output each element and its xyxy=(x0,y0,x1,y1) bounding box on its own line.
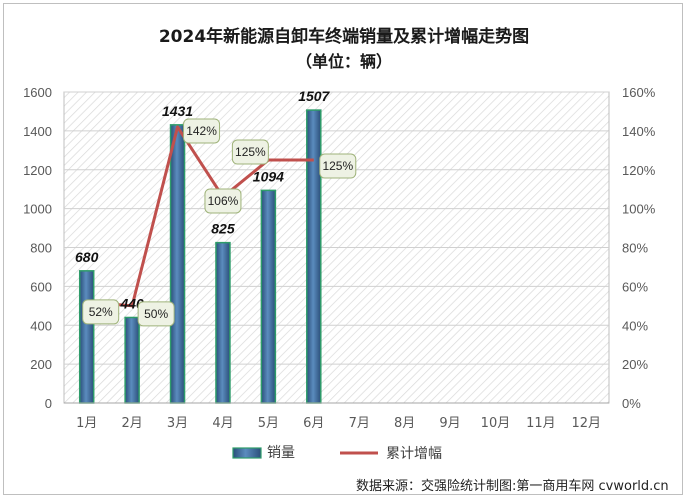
x-tick-label: 9月 xyxy=(439,416,460,431)
y-left-tick-label: 1400 xyxy=(23,124,52,139)
line-value-label: 142% xyxy=(186,124,217,138)
bar xyxy=(169,124,186,404)
legend-label-line: 累计增幅 xyxy=(386,446,442,462)
x-tick-label: 10月 xyxy=(481,416,511,431)
line-value-label: 106% xyxy=(208,194,239,208)
x-tick-label: 5月 xyxy=(258,416,279,431)
y-right-tick-label: 0% xyxy=(622,396,641,411)
legend-label-bars: 销量 xyxy=(267,445,295,461)
line-label-box xyxy=(231,139,269,165)
y-left-tick-label: 600 xyxy=(30,279,52,294)
y-left-tick-label: 800 xyxy=(30,241,52,256)
x-tick-label: 12月 xyxy=(572,416,602,431)
bar-value-label: 1094 xyxy=(253,168,284,184)
x-tick-label: 3月 xyxy=(167,416,188,431)
line-label-box xyxy=(137,301,175,327)
bar xyxy=(306,109,322,404)
y-right-tick-label: 100% xyxy=(622,202,656,217)
y-right-tick-label: 80% xyxy=(622,241,648,256)
y-right-tick-label: 160% xyxy=(622,85,656,100)
y-left-tick-label: 200 xyxy=(30,357,52,372)
bar xyxy=(78,270,95,404)
y-right-tick-label: 40% xyxy=(622,318,648,333)
y-left-tick-label: 400 xyxy=(30,318,52,333)
line-label-box xyxy=(82,299,120,325)
bar-value-label: 1507 xyxy=(298,88,330,104)
series-line xyxy=(86,125,314,308)
y-right-tick-label: 120% xyxy=(622,163,656,178)
line-value-label: 52% xyxy=(89,305,113,319)
bar-value-label: 825 xyxy=(211,221,235,237)
bar-value-label: 1431 xyxy=(162,103,193,119)
x-tick-label: 1月 xyxy=(76,416,97,431)
y-left-tick-label: 1600 xyxy=(23,85,52,100)
y-right-tick-label: 20% xyxy=(622,357,648,372)
bar xyxy=(124,316,140,404)
source-note: 数据来源：交强险统计制图:第一商用车网 cvworld.cn xyxy=(356,479,669,494)
chart-subtitle: （单位：辆） xyxy=(295,52,392,71)
x-tick-label: 8月 xyxy=(394,416,415,431)
legend-swatch-bars xyxy=(232,447,262,459)
line-label-box xyxy=(204,188,242,214)
x-tick-label: 7月 xyxy=(349,416,370,431)
y-right-tick-label: 60% xyxy=(622,279,648,294)
x-tick-label: 2月 xyxy=(121,416,142,431)
y-left-tick-label: 0 xyxy=(45,396,52,411)
x-tick-label: 11月 xyxy=(526,416,556,431)
y-left-tick-label: 1200 xyxy=(23,163,52,178)
y-left-tick-label: 1000 xyxy=(23,202,52,217)
chart-title: 2024年新能源自卸车终端销量及累计增幅走势图 xyxy=(158,27,530,47)
line-label-box xyxy=(183,118,221,144)
line-label-box xyxy=(319,153,357,179)
bar xyxy=(215,241,231,404)
x-tick-label: 6月 xyxy=(303,416,324,431)
line-value-label: 125% xyxy=(322,159,353,173)
x-tick-label: 4月 xyxy=(212,416,233,431)
bar xyxy=(260,189,277,404)
y-right-tick-label: 140% xyxy=(622,124,656,139)
line-value-label: 50% xyxy=(144,307,168,321)
bar-value-label: 680 xyxy=(75,249,99,265)
line-value-label: 125% xyxy=(235,145,266,159)
